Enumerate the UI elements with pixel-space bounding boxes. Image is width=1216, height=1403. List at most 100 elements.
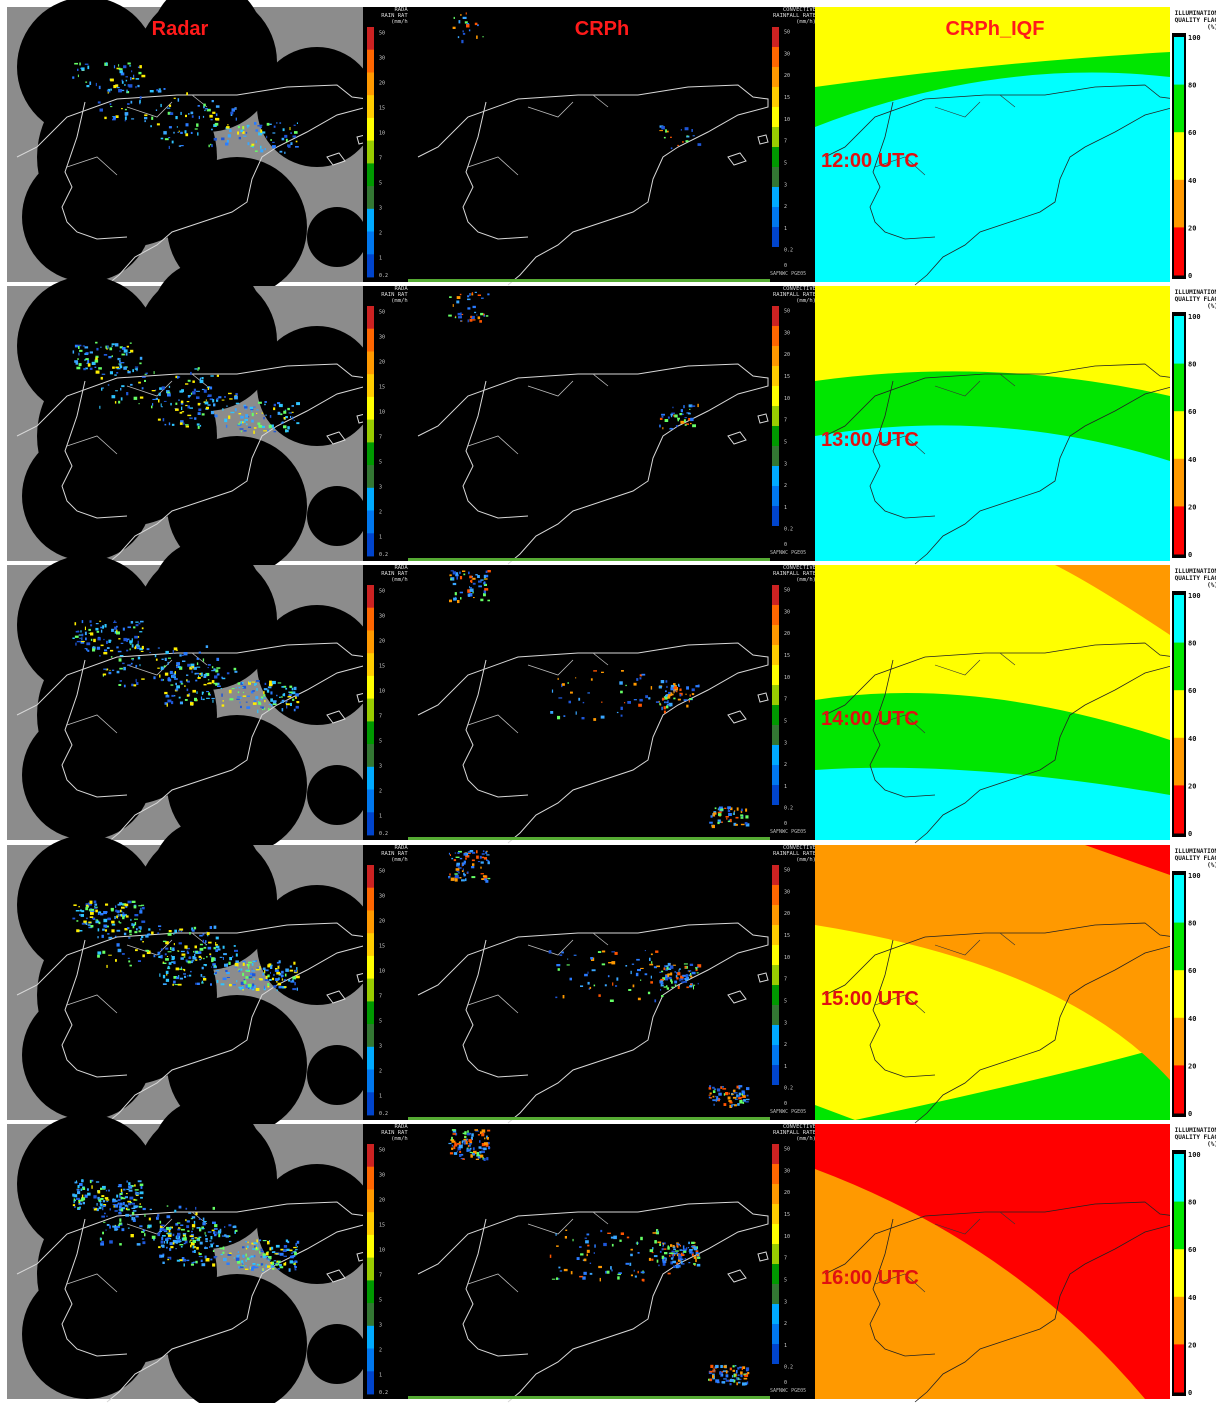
rain-pixel — [175, 375, 178, 379]
rain-pixel — [637, 969, 641, 972]
rain-pixel — [551, 1278, 556, 1280]
rain-pixel — [172, 650, 174, 654]
island-outline — [326, 152, 346, 166]
legend-swatch — [1174, 411, 1184, 460]
rain-pixel — [160, 954, 163, 959]
rain-pixel — [234, 962, 239, 967]
rain-pixel — [733, 1373, 736, 1378]
rain-pixel — [122, 662, 125, 665]
rain-pixel — [161, 1236, 164, 1241]
rain-pixel — [168, 962, 172, 965]
rain-pixel — [188, 1212, 192, 1214]
rain-pixel — [257, 422, 261, 425]
rain-pixel — [457, 1146, 461, 1151]
rain-pixel — [263, 430, 268, 432]
rain-pixel — [214, 675, 218, 679]
rain-pixel — [74, 1206, 76, 1208]
rain-pixel — [610, 1266, 612, 1270]
rain-pixel — [293, 686, 297, 691]
rain-pixel — [98, 911, 102, 914]
rain-pixel — [115, 115, 119, 118]
rain-pixel — [234, 949, 238, 952]
rain-pixel — [140, 938, 143, 941]
rain-pixel — [723, 1378, 727, 1380]
rain-pixel — [91, 917, 95, 920]
legend-tick: 7 — [784, 697, 787, 703]
rain-pixel — [137, 640, 139, 645]
rain-pixel — [283, 1255, 287, 1257]
rain-pixel — [210, 983, 212, 986]
rain-pixel — [711, 824, 715, 829]
rain-pixel — [280, 422, 284, 424]
rain-pixel — [207, 1231, 212, 1233]
rain-pixel — [159, 1227, 164, 1231]
legend-swatch — [367, 442, 374, 466]
rain-pixel — [259, 126, 262, 129]
rain-pixel — [135, 949, 138, 952]
rain-pixel — [691, 693, 695, 696]
rain-pixel — [80, 909, 82, 912]
rain-pixel — [240, 421, 242, 425]
legend-tick: 10 — [784, 1234, 790, 1240]
rain-pixel — [290, 132, 292, 134]
radar-coverage — [307, 207, 367, 267]
rain-pixel — [215, 1245, 219, 1248]
rain-pixel — [235, 687, 237, 689]
rain-pixel — [575, 677, 577, 679]
island-outline — [727, 431, 747, 445]
legend-swatch — [1174, 363, 1184, 412]
rain-pixel — [262, 1255, 266, 1259]
rain-pixel — [114, 374, 117, 376]
rain-pixel — [251, 419, 254, 423]
rain-pixel — [202, 698, 205, 701]
rain-pixel — [624, 702, 626, 704]
legend-swatch — [1174, 1296, 1184, 1345]
rain-pixel — [172, 1239, 177, 1244]
rain-pixel — [718, 807, 722, 811]
rain-pixel — [660, 978, 664, 982]
rain-pixel — [479, 1154, 483, 1158]
rain-pixel — [108, 356, 112, 359]
legend-swatch — [772, 306, 779, 327]
rain-pixel — [720, 821, 723, 823]
rain-pixel — [125, 905, 128, 908]
rain-pixel — [205, 1258, 210, 1262]
rain-pixel — [127, 900, 132, 904]
rain-pixel — [127, 370, 131, 374]
rain-pixel — [191, 929, 195, 932]
rain-pixel — [86, 903, 89, 907]
rain-pixel — [235, 960, 239, 964]
rain-pixel — [471, 292, 473, 295]
rain-pixel — [631, 963, 635, 965]
rain-pixel — [121, 353, 125, 356]
rain-pixel — [647, 991, 651, 995]
rain-pixel — [245, 976, 249, 979]
rain-pixel — [668, 691, 672, 694]
rain-pixel — [180, 950, 185, 953]
rain-pixel — [479, 855, 482, 859]
rain-pixel — [130, 662, 133, 665]
rain-pixel — [196, 396, 200, 399]
rain-pixel — [283, 1263, 286, 1266]
rain-pixel — [238, 686, 241, 689]
rain-pixel — [163, 1230, 168, 1233]
rain-pixel — [181, 654, 184, 656]
rain-pixel — [75, 630, 80, 633]
rain-pixel — [712, 1368, 715, 1370]
legend-swatch — [367, 140, 374, 164]
rain-pixel — [289, 969, 294, 972]
rain-pixel — [258, 401, 262, 404]
rain-pixel — [160, 678, 164, 682]
rain-pixel — [692, 135, 695, 137]
rain-pixel — [211, 128, 213, 131]
rain-pixel — [165, 650, 169, 654]
rain-pixel — [459, 293, 462, 296]
rain-pixel — [134, 1184, 136, 1187]
rain-pixel — [630, 970, 632, 975]
rain-pixel — [257, 1264, 261, 1266]
legend-tick: 50 — [379, 869, 385, 875]
rain-pixel — [662, 1242, 665, 1245]
rain-pixel — [168, 1232, 172, 1235]
rain-pixel — [482, 1157, 484, 1160]
rain-pixel — [120, 387, 122, 391]
